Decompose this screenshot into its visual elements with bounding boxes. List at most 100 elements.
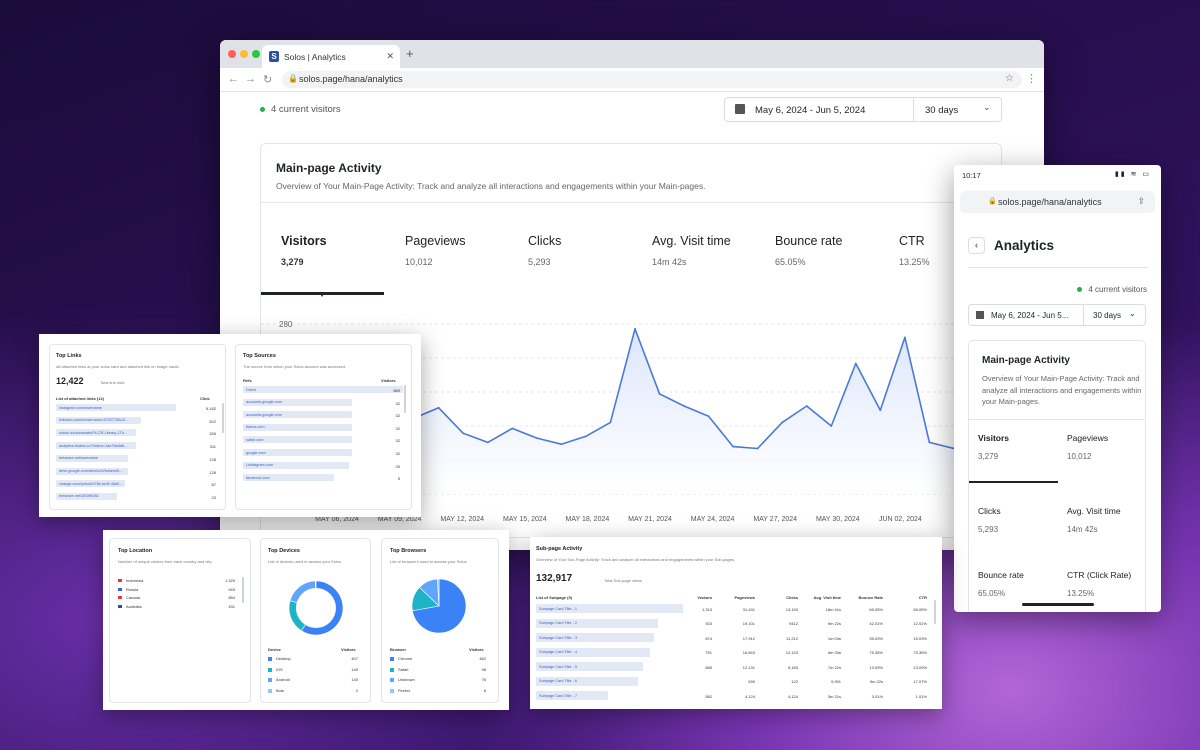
scrollbar[interactable] (242, 577, 244, 603)
flag-icon (118, 596, 122, 599)
browser-menu-icon[interactable]: ⋮ (1026, 73, 1037, 85)
data-point (584, 435, 587, 438)
bookmark-star-icon[interactable]: ☆ (1005, 73, 1014, 84)
scrollbar[interactable] (222, 403, 224, 433)
list-row-bar[interactable]: notion.so/solosweb/Fit-CR-Library-1Th... (56, 429, 136, 437)
chevron-down-icon[interactable]: ⌄ (983, 102, 991, 112)
list-row-bar[interactable]: behance.net/username (56, 454, 128, 462)
top-browsers-subtitle: List of browser's used to access your So… (390, 559, 467, 564)
table-header: Visitors (697, 595, 712, 600)
list-row-bar[interactable]: linkedin.com/in/username-8732775/k12... (56, 416, 141, 424)
phone-metric-visitors[interactable]: Visitors 3,279 (978, 433, 1063, 461)
links-sources-panel: Top Links All attached links at your sol… (39, 334, 421, 517)
period-select[interactable]: 30 days (925, 105, 959, 116)
phone-metric-ctr[interactable]: CTR (Click Rate) 13.25% (1067, 570, 1145, 598)
scrollbar[interactable] (404, 385, 406, 413)
list-row-bar[interactable]: instagram.com/username (56, 404, 176, 411)
list-row-bar[interactable]: firefox.com (243, 423, 352, 431)
table-cell: 17,912 (742, 635, 755, 641)
chevron-down-icon[interactable]: ⌄ (1129, 309, 1136, 318)
list-row-bar[interactable]: analytics.trsded.co/?token=1ae7bbdd6... (56, 442, 136, 450)
list-row-bar[interactable]: drive.google.com/drive/u/0/folders/6... (56, 467, 128, 475)
phone-metric-avg-visit-time[interactable]: Avg. Visit time 14m 42s (1067, 506, 1145, 534)
top-links-col-left: List of attached links (12) (56, 396, 105, 401)
data-point (560, 443, 563, 446)
url-field[interactable]: 🔒 solos.page/hana/analytics ☆ (282, 71, 1022, 88)
table-row[interactable]: Subpage Card Title - 4 (536, 647, 650, 657)
metric-visitors[interactable]: Visitors 3,279 (281, 234, 401, 267)
metric-value: 10,012 (405, 257, 433, 267)
table-cell: 9412 (789, 621, 798, 626)
legend-label: Chrome (398, 656, 413, 661)
table-row[interactable]: Subpage Card Title - 7 (536, 691, 608, 700)
table-row[interactable]: Subpage Card Title - 3 (536, 633, 654, 642)
metric-label: Avg. Visit time (652, 234, 731, 248)
table-row[interactable]: Subpage Card Title - 1 (536, 604, 683, 613)
phone-metric-pageviews[interactable]: Pageviews 10,012 (1067, 433, 1145, 461)
list-row-bar[interactable]: change.com/puhu/b078e-be3f-46d0-... (56, 480, 125, 488)
legend-value: 96 (481, 666, 486, 672)
list-row-value: 25 (395, 463, 400, 469)
legend-value: 462 (479, 656, 486, 661)
date-range-picker[interactable]: May 6, 2024 - Jun 5, 2024 30 days ⌄ (724, 97, 1002, 122)
phone-date-range-picker[interactable]: May 6, 2024 - Jun 5... 30 days ⌄ (968, 304, 1146, 326)
top-devices-subtitle: List of devices used to access your Solo… (268, 559, 342, 564)
top-sources-col-left: Refs (243, 378, 252, 383)
metric-label: Visitors (978, 433, 1010, 443)
legend-value: 76 (481, 677, 486, 682)
scrollbar[interactable] (934, 600, 936, 624)
share-icon[interactable]: ⇪ (1137, 196, 1145, 206)
phone-time: 10:17 (962, 171, 981, 180)
reload-icon[interactable]: ↻ (263, 74, 273, 86)
phone-card-title: Main-page Activity (982, 355, 1070, 366)
back-button[interactable]: ‹ (968, 237, 985, 254)
home-indicator (1022, 603, 1094, 606)
table-cell: 923 (705, 621, 712, 626)
table-cell: 65.05% (913, 606, 927, 612)
close-tab-icon[interactable]: ✕ (386, 51, 394, 61)
metric-clicks[interactable]: Clicks 5,293 (528, 234, 648, 267)
favicon-icon: S (269, 51, 279, 62)
phone-url-bar[interactable]: 🔒 solos.page/hana/analytics ⇪ (960, 191, 1155, 213)
list-row-bar[interactable]: Direct (243, 386, 403, 393)
metric-value: 13.25% (899, 257, 930, 267)
list-row-bar[interactable]: Linktagram.com (243, 461, 349, 469)
minimize-window-icon[interactable] (240, 50, 248, 58)
table-cell: 1,313 (701, 606, 712, 612)
list-row-bar[interactable]: google.com (243, 449, 352, 456)
metric-pageviews[interactable]: Pageviews 10,012 (405, 234, 525, 267)
close-window-icon[interactable] (228, 50, 236, 58)
table-row[interactable]: Subpage Card Title - 5 (536, 662, 643, 671)
metric-bounce-rate[interactable]: Bounce rate 65.05% (775, 234, 895, 267)
table-row[interactable]: Subpage Card Title - 2 (536, 618, 658, 628)
list-row-bar[interactable]: facebook.com (243, 474, 334, 482)
subpage-title: Sub-page Activity (536, 546, 583, 552)
phone-period-select[interactable]: 30 days (1093, 311, 1122, 320)
metric-avg-visit-time[interactable]: Avg. Visit time 14m 42s (652, 234, 772, 267)
table-row[interactable]: Subpage Card Title - 6 (536, 676, 638, 686)
metric-ctr[interactable]: CTR 13.25% (899, 234, 1001, 267)
list-row-bar[interactable]: accounts.google.com (243, 411, 352, 419)
subpage-total-label: Total Sub-page views (604, 578, 643, 583)
browser-tab[interactable]: S Solos | Analytics ✕ (262, 45, 400, 68)
list-row-bar[interactable]: safari.com (243, 436, 352, 444)
new-tab-icon[interactable]: + (406, 46, 414, 61)
tab-bar: S Solos | Analytics ✕ + (220, 40, 1044, 68)
table-cell: 42.01% (869, 621, 883, 626)
forward-icon[interactable]: → (245, 73, 256, 85)
list-row-value: 23 (211, 494, 216, 500)
legend-label: Firefox (398, 687, 411, 693)
list-row-bar[interactable]: accounts.google.com (243, 398, 352, 406)
list-row-label: safari.com (246, 437, 264, 442)
phone-metric-clicks[interactable]: Clicks 5,293 (978, 506, 1063, 534)
phone-page-title: Analytics (994, 238, 1055, 253)
table-cell: 12.01% (913, 621, 927, 626)
visitors-area-chart: 280 MAY 06, 2024 MAY 09, 2024 MAY 12, 2024 M… (261, 320, 1001, 523)
phone-metric-bounce-rate[interactable]: Bounce rate 65.05% (978, 570, 1063, 598)
maximize-window-icon[interactable] (252, 50, 260, 58)
list-row-bar[interactable]: behance.net/1f21ff9281 (56, 492, 117, 500)
back-icon[interactable]: ← (228, 73, 239, 85)
table-cell: 12,123 (785, 650, 798, 655)
pie-slice (437, 578, 440, 607)
list-row-value: 326 (209, 431, 216, 437)
